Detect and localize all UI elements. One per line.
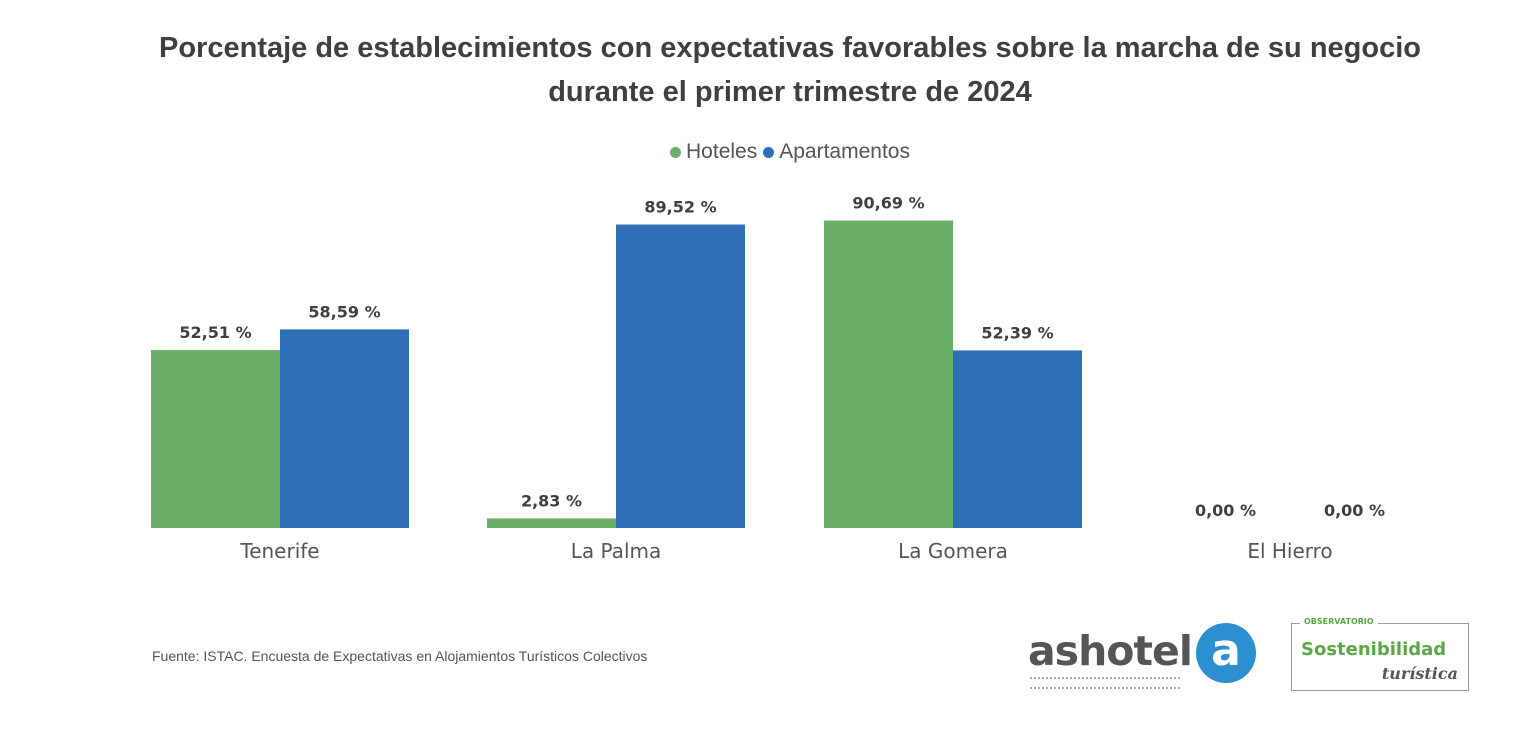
chart-title-line-1: Porcentaje de establecimientos con expec… <box>159 32 1421 64</box>
data-label-hoteles-la-gomera: 90,69 % <box>852 194 924 213</box>
bar-hoteles-la-gomera <box>824 220 953 528</box>
ashotel-tagline <box>1030 677 1180 689</box>
observatorio-sub-label: turística <box>1381 664 1458 683</box>
legend-swatch-apartamentos <box>763 146 775 158</box>
bar-apartamentos-tenerife <box>280 329 409 528</box>
ashotel-wordmark: ashotel <box>1028 627 1193 675</box>
bar-chart: 52,51 % 58,59 % Tenerife 2,83 % 89,52 % La Pa… <box>151 194 1385 563</box>
category-label-la-gomera: La Gomera <box>898 539 1008 563</box>
legend-swatch-hoteles <box>670 146 682 158</box>
bar-hoteles-tenerife <box>151 349 280 528</box>
data-label-apartamentos-la-palma: 89,52 % <box>644 198 716 217</box>
data-label-apartamentos-el-hierro: 0,00 % <box>1324 501 1385 520</box>
observatorio-main-label: Sostenibilidad <box>1301 639 1447 660</box>
category-label-el-hierro: El Hierro <box>1247 539 1332 563</box>
legend-item-apartamentos: Apartamentos <box>763 140 910 164</box>
bar-apartamentos-la-palma <box>616 224 745 528</box>
category-label-la-palma: La Palma <box>571 539 661 563</box>
chart-title: Porcentaje de establecimientos con expec… <box>0 26 1524 114</box>
legend-item-hoteles: Hoteles <box>670 140 757 164</box>
observatorio-top-label: OBSERVATORIO <box>1300 617 1378 626</box>
legend-label-apartamentos: Apartamentos <box>779 140 910 163</box>
source-note: Fuente: ISTAC. Encuesta de Expectativas … <box>152 648 648 664</box>
chart-title-line-2: durante el primer trimestre de 2024 <box>548 76 1032 108</box>
data-label-apartamentos-la-gomera: 52,39 % <box>981 323 1053 342</box>
data-label-hoteles-el-hierro: 0,00 % <box>1195 501 1256 520</box>
data-label-apartamentos-tenerife: 58,59 % <box>308 302 380 321</box>
data-label-hoteles-tenerife: 52,51 % <box>179 323 251 342</box>
bar-hoteles-la-palma <box>487 518 616 528</box>
legend-label-hoteles: Hoteles <box>686 140 758 163</box>
category-label-tenerife: Tenerife <box>239 539 319 563</box>
ashotel-logo: ashotel a <box>1028 615 1268 695</box>
chart-legend: Hoteles Apartamentos <box>0 140 1524 164</box>
bar-apartamentos-la-gomera <box>953 350 1082 528</box>
ashotel-mark-icon: a <box>1196 623 1256 683</box>
observatorio-logo: OBSERVATORIO Sostenibilidad turística <box>1291 617 1469 691</box>
data-label-hoteles-la-palma: 2,83 % <box>521 491 582 510</box>
